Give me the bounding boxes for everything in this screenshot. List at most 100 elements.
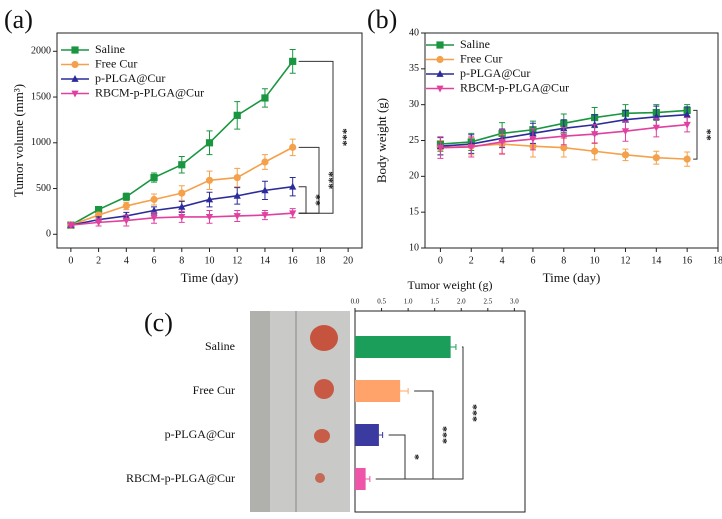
significance-label: * [408,454,422,460]
marker [529,136,537,144]
marker [178,189,186,197]
marker [178,161,186,169]
plot-frame [354,310,526,513]
marker [591,147,599,155]
marker [683,121,691,129]
panel-label: (b) [367,5,397,34]
x-axis-label: Tumor weight (g) [408,278,493,292]
marker [67,222,75,230]
marker [233,191,241,199]
tumor [315,473,325,483]
marker [560,144,568,152]
y-tick-label: 1500 [31,91,51,102]
marker [436,55,444,64]
marker [94,219,103,227]
x-tick-label: 4 [500,255,505,266]
legend-label: Saline [460,37,490,51]
marker [591,131,599,139]
significance-label: *** [322,171,336,189]
bar [355,468,366,490]
error-bar [444,344,457,350]
marker [683,110,691,118]
marker [205,139,214,147]
x-tick-label: 0.0 [351,298,360,306]
x-tick-label: 10 [590,255,600,266]
legend-label: Free Cur [95,56,137,70]
tumor-photo [250,311,350,512]
x-tick-label: 2.0 [457,298,466,306]
marker [150,206,158,214]
significance-bracket [298,186,307,214]
marker [289,57,297,65]
marker [467,144,475,151]
error-bar [360,476,371,482]
x-tick-label: 0 [68,255,73,266]
x-tick-label: 0.5 [377,298,386,306]
x-tick-label: 2 [96,255,101,266]
marker [683,155,691,163]
y-tick-label: 0 [46,229,51,240]
marker [436,70,444,77]
marker [233,213,241,220]
significance-label: *** [466,404,480,422]
marker [71,46,79,54]
legend-label: Free Cur [460,51,502,65]
y-tick-label: 40 [409,27,419,38]
x-tick-label: 2 [469,255,474,266]
legend-label: p-PLGA@Cur [460,66,530,80]
x-tick-label: 0 [438,255,443,266]
marker [94,205,103,214]
y-tick-label: 2000 [31,46,51,57]
significance-bracket [298,60,334,214]
legend-label: p-PLGA@Cur [95,71,165,85]
x-tick-label: 4 [124,255,129,266]
significance-label: *** [436,426,450,444]
x-tick-label: 10 [205,255,215,266]
marker [71,60,79,69]
marker [289,210,297,218]
marker [498,139,506,146]
tumor [314,429,330,443]
y-tick-label: 10 [409,242,419,253]
bar [355,336,451,358]
x-tick-label: 16 [288,255,298,266]
marker [436,41,444,49]
marker [233,173,241,182]
category-label: Free Cur [193,383,235,397]
significance-label: ** [309,194,323,206]
y-axis-label: Tumor volume (mm³) [11,84,26,197]
x-tick-label: 1.0 [404,298,413,306]
x-tick-label: 14 [651,255,661,266]
x-tick-label: 3.0 [510,298,519,306]
marker [122,193,130,201]
legend-label: Saline [95,42,125,56]
x-tick-label: 20 [343,255,353,266]
y-tick-label: 15 [409,206,419,217]
significance-bracket [298,146,320,214]
x-tick-label: 12 [232,255,242,266]
marker [150,173,158,182]
marker [436,144,445,152]
x-axis-label: Time (day) [181,270,239,285]
x-tick-label: 8 [561,255,566,266]
tumor [310,325,338,351]
marker [205,195,214,203]
legend-label: RBCM-p-PLGA@Cur [95,85,204,99]
x-tick-label: 8 [179,255,184,266]
marker [289,143,297,151]
marker [122,202,130,210]
x-tick-label: 18 [315,255,325,266]
marker [71,90,79,98]
category-label: Saline [205,339,235,353]
x-tick-label: 2.5 [483,298,492,306]
marker [560,133,568,141]
marker [261,212,269,220]
marker [150,214,158,222]
panel-label: (c) [144,308,173,337]
marker [150,195,158,204]
marker [71,75,79,82]
x-tick-label: 6 [530,255,535,266]
significance-bracket [375,434,406,480]
category-label: p-PLGA@Cur [165,427,235,441]
marker [652,154,660,162]
